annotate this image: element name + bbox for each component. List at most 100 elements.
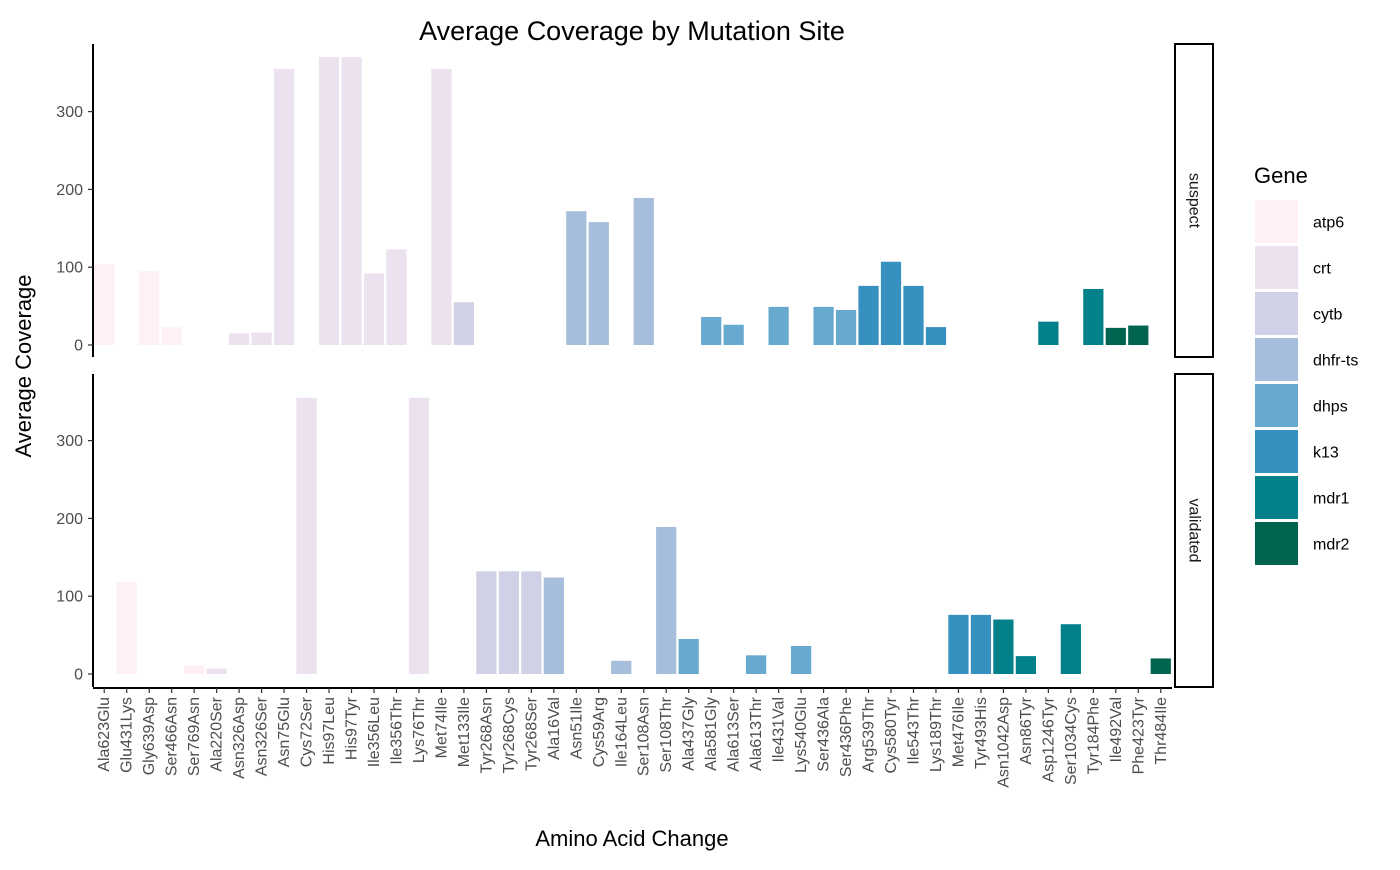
bar-validated-Tyr268Asn (476, 571, 497, 674)
bar-suspect-His97Leu (318, 57, 340, 345)
legend-key-mdr1 (1255, 476, 1298, 519)
bar-suspect-Met133Ile (453, 302, 475, 345)
legend-label-atp6: atp6 (1313, 215, 1344, 232)
legend-key-mdr2 (1255, 522, 1298, 565)
x-tick-label: Tyr268Ser (523, 696, 540, 770)
chart-title: Average Coverage by Mutation Site (419, 16, 845, 46)
legend-key-cytb (1255, 292, 1298, 335)
bar-validated-Tyr268Cys (498, 571, 519, 674)
bar-validated-Met476Ile (948, 614, 969, 674)
x-tick-label: Ala623Glu (96, 697, 113, 772)
bar-suspect-Lys189Thr (925, 327, 947, 345)
y-tick-label: 300 (56, 104, 83, 121)
x-tick-label: Cys580Tyr (883, 696, 900, 773)
x-tick-label: Asn326Ser (254, 696, 271, 776)
bar-validated-Asn1042Asp (993, 619, 1014, 674)
bar-suspect-Ser466Asn (161, 327, 182, 345)
bar-validated-Ser108Thr (656, 526, 677, 674)
bar-validated-Lys540Glu (790, 645, 812, 674)
legend-key-dhfr-ts (1255, 338, 1298, 381)
bar-suspect-Ala623Glu (94, 264, 115, 345)
bar-validated-Ala220Ser (206, 668, 227, 674)
bar-suspect-Ala613Ser (723, 324, 744, 345)
y-tick-label: 100 (56, 589, 83, 606)
panel-suspect: 0 100 200 300 suspect (56, 43, 1214, 358)
x-tick-label: Asp1246Tyr (1040, 696, 1057, 782)
bar-suspect-Cys59Arg (588, 222, 609, 345)
x-axis-title: Amino Acid Change (535, 826, 728, 851)
x-tick-label: Ala613Ser (726, 696, 743, 771)
bar-validated-Ala613Thr (746, 655, 767, 674)
x-tick-label: Lys540Glu (793, 697, 810, 773)
x-tick-label: Asn51Ile (568, 697, 585, 759)
legend-label-mdr2: mdr2 (1313, 537, 1350, 554)
x-tick-label: His97Tyr (344, 696, 361, 760)
bar-validated-Tyr268Ser (521, 571, 542, 674)
x-tick-label: Asn86Tyr (1018, 696, 1035, 764)
x-tick-label: Cys59Arg (591, 697, 608, 767)
x-tick-label: Ile164Leu (613, 697, 630, 767)
x-tick-label: Ser436Phe (838, 697, 855, 777)
x-tick-label: Met476Ile (950, 697, 967, 767)
x-tick-label: Ser108Thr (658, 696, 675, 772)
bar-suspect-Ile356Leu (363, 273, 385, 345)
x-tick-label: Ser108Asn (636, 697, 653, 776)
y-tick-label: 300 (56, 433, 83, 450)
bar-suspect-Cys580Tyr (880, 261, 902, 345)
bar-suspect-Phe423Tyr (1128, 325, 1149, 345)
bar-validated-Ile164Leu (611, 660, 632, 674)
x-tick-label: Phe423Tyr (1130, 696, 1147, 774)
x-tick-label: Tyr268Asn (478, 697, 495, 773)
bar-validated-Tyr493His (970, 614, 992, 674)
x-tick-label: Ala613Thr (748, 696, 765, 770)
x-tick-label: His97Leu (321, 697, 338, 765)
facet-panels: 0 100 200 300 suspect 0 100 200 300 validated (56, 43, 1214, 688)
x-tick-label: Ala220Ser (209, 696, 226, 771)
bar-validated-Ser769Asn (184, 665, 205, 674)
x-tick-label: Asn75Glu (276, 697, 293, 767)
legend-title: Gene (1254, 163, 1308, 188)
y-tick-label: 0 (74, 667, 83, 684)
x-tick-label: Ser769Asn (186, 697, 203, 776)
y-tick-label: 200 (56, 182, 83, 199)
legend-key-k13 (1255, 430, 1298, 473)
y-tick-label: 200 (56, 511, 83, 528)
bar-validated-Cys72Ser (296, 397, 317, 674)
bar-suspect-Met74Ile (431, 68, 452, 345)
bar-suspect-Ile431Val (768, 306, 789, 345)
bar-suspect-Tyr184Phe (1083, 288, 1104, 345)
bar-validated-Ser1034Cys (1060, 624, 1081, 674)
x-tick-label: Asn326Asp (231, 697, 248, 779)
legend-label-k13: k13 (1313, 445, 1339, 462)
bar-suspect-Asn75Glu (273, 68, 295, 345)
x-tick-label: Ile431Val (771, 697, 788, 763)
bar-suspect-His97Tyr (341, 57, 362, 345)
y-axis-title: Average Coverage (11, 274, 36, 457)
bar-suspect-Gly639Asp (139, 271, 160, 345)
bar-suspect-Asn326Ser (251, 332, 272, 345)
x-tick-label: Ala16Val (546, 697, 563, 760)
bar-suspect-Ile356Thr (386, 249, 407, 345)
bar-suspect-Asn51Ile (566, 211, 587, 345)
x-tick-label: Tyr268Cys (501, 697, 518, 773)
bar-suspect-Asn326Asp (229, 333, 250, 345)
bar-validated-Asn86Tyr (1015, 656, 1036, 674)
legend-key-crt (1255, 246, 1298, 289)
bar-suspect-Ile492Val (1105, 327, 1126, 345)
x-tick-label: Ile356Thr (388, 696, 405, 764)
bar-suspect-Ala581Gly (701, 316, 722, 345)
x-tick-label: Arg539Thr (861, 696, 878, 772)
bar-suspect-Arg539Thr (858, 285, 879, 345)
x-tick-label: Glu431Lys (119, 697, 136, 773)
x-axis: Ala623Glu Glu431Lys Gly639Asp Ser466Asn Ser7… (93, 687, 1172, 788)
legend-key-atp6 (1255, 200, 1298, 243)
x-tick-label: Met74Ile (433, 697, 450, 758)
y-tick-label: 0 (74, 338, 83, 355)
x-tick-label: Asn1042Asp (995, 697, 1012, 788)
legend-label-crt: crt (1313, 261, 1331, 278)
bar-validated-Ala16Val (543, 577, 564, 674)
bar-suspect-Ile543Thr (903, 285, 924, 345)
panel-validated: 0 100 200 300 validated (56, 373, 1214, 688)
x-tick-label: Ala437Gly (681, 697, 698, 771)
